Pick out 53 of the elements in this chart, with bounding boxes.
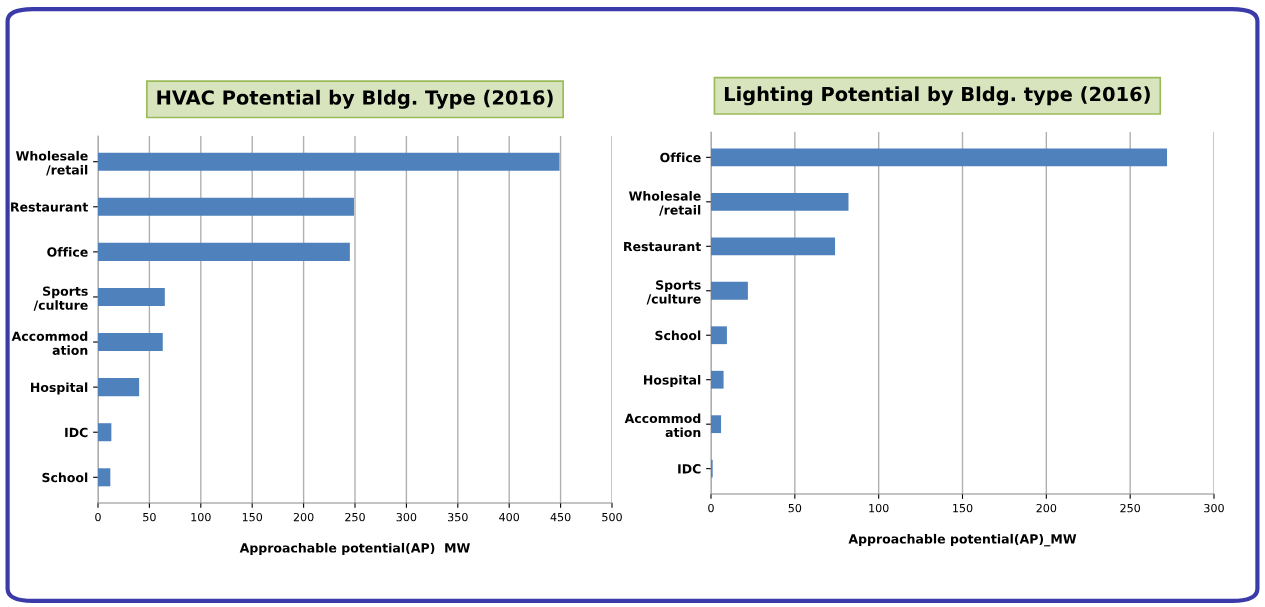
x-tick-label: 350: [448, 512, 468, 522]
y-tick-label: School: [42, 472, 88, 483]
x-tick-label: 250: [345, 512, 365, 522]
y-tick-label: Hospital: [644, 374, 701, 388]
y-tick-label: Hospital: [31, 382, 88, 395]
x-tick-label: 300: [1204, 503, 1224, 513]
y-tick-label: Wholesale /retail: [15, 150, 88, 176]
x-tick-label: 150: [953, 503, 973, 513]
y-tick-label: Restaurant: [11, 202, 88, 212]
x-axis-title: Approachable potential(AP)_MW: [848, 533, 1077, 547]
chart-title: HVAC Potential by Bldg. Type (2016): [157, 89, 553, 109]
x-tick-label: 150: [242, 512, 263, 522]
y-tick-label: Office: [660, 152, 701, 163]
bar: [711, 370, 724, 389]
bar: [711, 192, 849, 211]
bar: [98, 197, 354, 216]
y-tick-label: IDC: [678, 464, 701, 474]
bar: [98, 423, 112, 442]
y-tick-label: Office: [47, 247, 88, 257]
x-tick-label: 0: [95, 512, 101, 522]
x-tick-label: 400: [499, 512, 520, 522]
y-tick-label: Accommod ation: [11, 331, 88, 355]
x-tick-label: 0: [708, 503, 714, 513]
x-tick-label: 50: [788, 503, 802, 513]
y-tick-label: Sports /culture: [33, 286, 88, 311]
bar: [98, 333, 163, 352]
y-tick-label: IDC: [65, 427, 88, 438]
x-tick-label: 50: [143, 512, 156, 522]
y-tick-label: School: [655, 330, 701, 341]
x-tick-label: 450: [550, 512, 571, 522]
bar: [711, 148, 1168, 167]
y-tick-label: Restaurant: [624, 241, 701, 252]
bar: [711, 237, 836, 256]
bar: [711, 281, 748, 300]
bar: [98, 468, 111, 487]
x-tick-label: 200: [1036, 503, 1057, 513]
y-tick-label: Wholesale /retail: [628, 191, 701, 216]
bar: [98, 378, 140, 397]
y-tick-label: Accommod ation: [624, 413, 701, 438]
bar: [98, 287, 165, 306]
bar: [98, 152, 560, 171]
x-tick-label: 300: [396, 512, 417, 522]
x-tick-label: 250: [1120, 503, 1141, 513]
x-tick-label: 100: [191, 512, 211, 522]
bar: [711, 415, 722, 434]
bar: [711, 326, 727, 345]
bar: [98, 242, 350, 261]
x-tick-label: 200: [293, 512, 314, 522]
y-tick-label: Sports /culture: [646, 280, 701, 305]
x-tick-label: 500: [602, 512, 622, 522]
chart-title: Lighting Potential by Bldg. type (2016): [724, 86, 1150, 106]
x-axis-title: Approachable potential(AP) MW: [239, 542, 470, 556]
x-tick-label: 100: [869, 503, 889, 513]
